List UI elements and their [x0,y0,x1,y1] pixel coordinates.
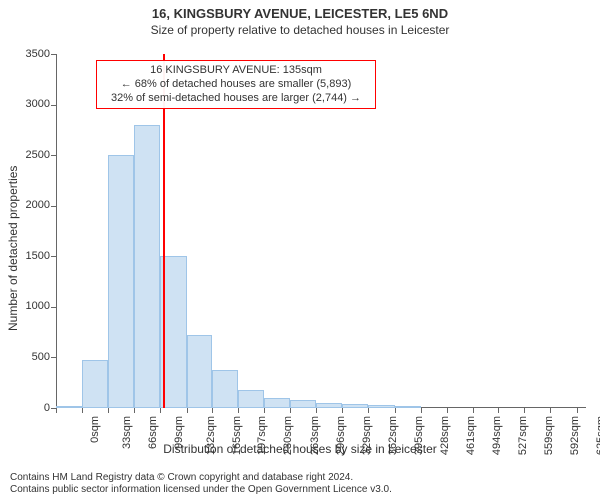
chart-title: 16, KINGSBURY AVENUE, LEICESTER, LE5 6ND [0,0,600,21]
y-tick-label: 1000 [8,300,50,312]
x-tick-mark [290,408,291,413]
histogram-bar [264,398,290,408]
histogram-bar [238,390,264,408]
histogram-bar [395,406,421,408]
plot-area: 05001000150020002500300035000sqm33sqm66s… [56,54,586,408]
chart-subtitle: Size of property relative to detached ho… [0,21,600,37]
y-tick-mark [51,54,56,55]
y-tick-label: 500 [8,351,50,363]
y-tick-label: 1500 [8,250,50,262]
x-tick-mark [524,408,525,413]
x-tick-mark [134,408,135,413]
histogram-bar [134,125,160,408]
x-tick-mark [316,408,317,413]
x-tick-mark [342,408,343,413]
histogram-bar [187,335,212,408]
x-tick-mark [238,408,239,413]
y-tick-label: 0 [8,402,50,414]
histogram-bar [212,370,238,408]
y-tick-mark [51,256,56,257]
histogram-bar [56,406,82,408]
y-tick-label: 2000 [8,199,50,211]
x-axis-label: Distribution of detached houses by size … [0,442,600,456]
x-tick-mark [160,408,161,413]
footer-line1: Contains HM Land Registry data © Crown c… [10,472,590,484]
x-tick-mark [577,408,578,413]
annotation-line3: 32% of semi-detached houses are larger (… [103,92,369,106]
annotation-box: 16 KINGSBURY AVENUE: 135sqm ← 68% of det… [96,60,376,109]
annotation-line2: ← 68% of detached houses are smaller (5,… [103,78,369,92]
x-tick-mark [550,408,551,413]
y-tick-mark [51,357,56,358]
chart-container: 16, KINGSBURY AVENUE, LEICESTER, LE5 6ND… [0,0,600,500]
y-tick-label: 2500 [8,149,50,161]
histogram-bar [82,360,108,408]
x-tick-mark [368,408,369,413]
x-tick-mark [264,408,265,413]
footer: Contains HM Land Registry data © Crown c… [10,472,590,496]
histogram-bar [342,404,368,408]
x-tick-mark [82,408,83,413]
annotation-line1: 16 KINGSBURY AVENUE: 135sqm [103,64,369,78]
y-tick-label: 3500 [8,48,50,60]
x-tick-mark [498,408,499,413]
x-tick-mark [187,408,188,413]
x-tick-mark [421,408,422,413]
y-tick-mark [51,105,56,106]
x-tick-mark [447,408,448,413]
y-tick-mark [51,307,56,308]
x-tick-mark [56,408,57,413]
x-tick-mark [473,408,474,413]
y-tick-mark [51,155,56,156]
histogram-bar [368,405,394,408]
histogram-bar [290,400,316,408]
x-tick-mark [108,408,109,413]
x-tick-mark [395,408,396,413]
x-tick-label: 0sqm [88,416,100,443]
y-axis-line [56,54,57,408]
y-tick-mark [51,206,56,207]
x-tick-mark [212,408,213,413]
footer-line2: Contains public sector information licen… [10,484,590,496]
y-tick-label: 3000 [8,98,50,110]
histogram-bar [316,403,342,408]
histogram-bar [108,155,134,408]
